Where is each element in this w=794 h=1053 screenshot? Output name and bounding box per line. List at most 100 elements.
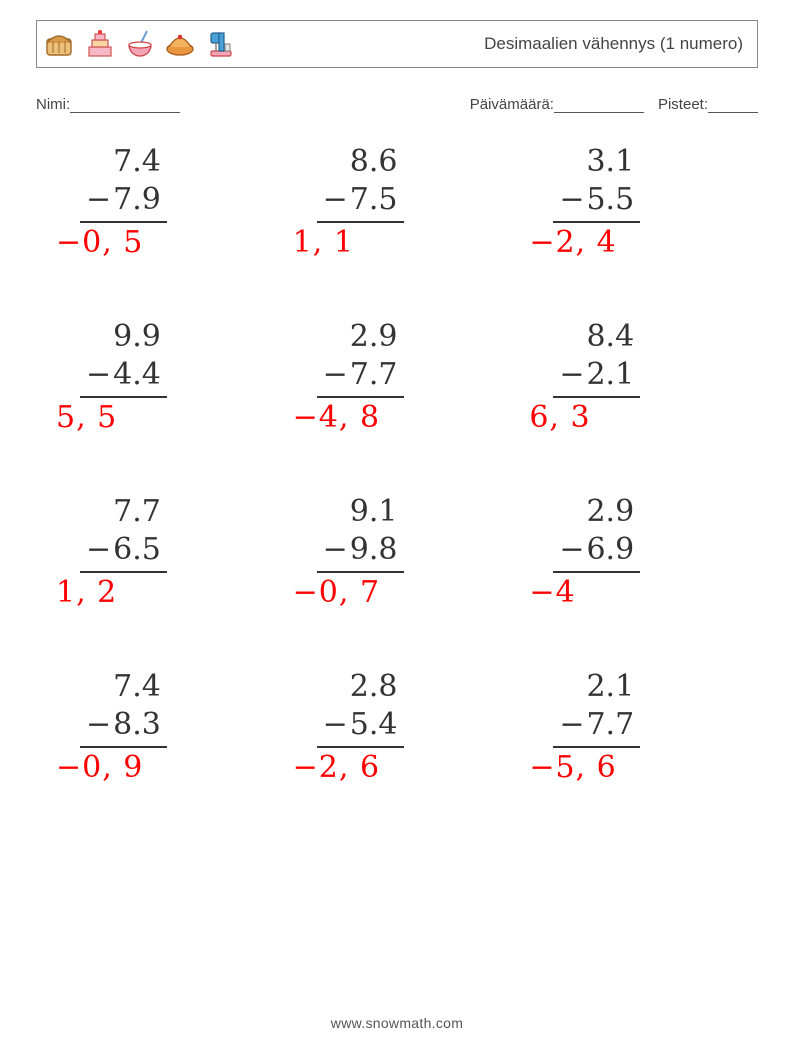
date-field: Päivämäärä:: [470, 96, 644, 113]
minuend: 8.4: [553, 318, 640, 356]
worksheet-title: Desimaalien vähennys (1 numero): [484, 34, 743, 54]
problem: 2.9−6.9−4: [535, 493, 732, 610]
subtrahend-row: −7.5: [317, 181, 404, 219]
minuend: 8.6: [317, 143, 404, 181]
rule-line: [80, 396, 167, 398]
name-label: Nimi:: [36, 96, 70, 113]
subtrahend-row: −9.8: [317, 531, 404, 569]
minus-sign: −: [323, 531, 348, 569]
rule-line: [317, 221, 404, 223]
rule-line: [553, 221, 640, 223]
score-field: Pisteet:: [658, 96, 758, 113]
problem-stack: 2.9−6.9: [553, 493, 640, 573]
subtrahend-row: −5.4: [317, 706, 404, 744]
minus-sign: −: [559, 531, 584, 569]
minuend: 7.4: [80, 668, 167, 706]
minus-sign: −: [86, 531, 111, 569]
subtrahend-row: −8.3: [80, 706, 167, 744]
problem-stack: 2.8−5.4: [317, 668, 404, 748]
subtrahend: 7.7: [586, 706, 634, 744]
answer: −0, 7: [293, 575, 380, 610]
minuend: 9.9: [80, 318, 167, 356]
minuend: 2.1: [553, 668, 640, 706]
answer: −0, 9: [56, 750, 143, 785]
minuend: 2.9: [553, 493, 640, 531]
minuend: 7.4: [80, 143, 167, 181]
subtrahend: 7.5: [350, 181, 398, 219]
rule-line: [80, 571, 167, 573]
answer: 6, 3: [529, 400, 590, 435]
mixer-icon: [203, 27, 237, 61]
name-field: Nimi:: [36, 96, 180, 113]
answer: −2, 6: [293, 750, 380, 785]
footer-url: www.snowmath.com: [0, 1015, 794, 1031]
cake-icon: [83, 27, 117, 61]
date-label: Päivämäärä:: [470, 96, 554, 113]
rule-line: [553, 746, 640, 748]
subtrahend: 7.9: [113, 181, 161, 219]
minus-sign: −: [86, 356, 111, 394]
answer: −5, 6: [529, 750, 616, 785]
rule-line: [553, 396, 640, 398]
answer: 1, 1: [293, 225, 354, 260]
problem-stack: 8.6−7.5: [317, 143, 404, 223]
subtrahend: 5.4: [350, 706, 398, 744]
subtrahend-row: −7.7: [317, 356, 404, 394]
score-line[interactable]: [708, 99, 758, 113]
minus-sign: −: [559, 356, 584, 394]
rule-line: [317, 571, 404, 573]
problem-stack: 7.7−6.5: [80, 493, 167, 573]
minus-sign: −: [559, 706, 584, 744]
rule-line: [80, 746, 167, 748]
problem: 7.4−7.9−0, 5: [62, 143, 259, 260]
name-line[interactable]: [70, 99, 180, 113]
problem-stack: 2.1−7.7: [553, 668, 640, 748]
problem-stack: 8.4−2.1: [553, 318, 640, 398]
answer: −4: [529, 575, 575, 610]
icon-strip: [43, 27, 237, 61]
minuend: 2.9: [317, 318, 404, 356]
score-label: Pisteet:: [658, 96, 708, 113]
problem: 7.7−6.51, 2: [62, 493, 259, 610]
answer: −0, 5: [56, 225, 143, 260]
minus-sign: −: [86, 706, 111, 744]
subtrahend-row: −7.9: [80, 181, 167, 219]
minus-sign: −: [323, 706, 348, 744]
problem-stack: 7.4−7.9: [80, 143, 167, 223]
minus-sign: −: [559, 181, 584, 219]
info-row: Nimi: Päivämäärä: Pisteet:: [36, 96, 758, 113]
subtrahend: 7.7: [350, 356, 398, 394]
problem: 7.4−8.3−0, 9: [62, 668, 259, 785]
minuend: 9.1: [317, 493, 404, 531]
problem: 8.6−7.51, 1: [299, 143, 496, 260]
problem-grid: 7.4−7.9−0, 58.6−7.51, 13.1−5.5−2, 49.9−4…: [36, 143, 758, 785]
problem-stack: 9.9−4.4: [80, 318, 167, 398]
subtrahend: 2.1: [586, 356, 634, 394]
minus-sign: −: [86, 181, 111, 219]
subtrahend-row: −5.5: [553, 181, 640, 219]
minus-sign: −: [323, 181, 348, 219]
problem: 2.8−5.4−2, 6: [299, 668, 496, 785]
bread-icon: [43, 27, 77, 61]
problem: 9.9−4.45, 5: [62, 318, 259, 435]
subtrahend: 6.5: [113, 531, 161, 569]
answer: 1, 2: [56, 575, 117, 610]
problem: 2.9−7.7−4, 8: [299, 318, 496, 435]
date-line[interactable]: [554, 99, 644, 113]
subtrahend: 4.4: [113, 356, 161, 394]
answer: 5, 5: [56, 400, 117, 435]
problem-stack: 2.9−7.7: [317, 318, 404, 398]
pie-icon: [163, 27, 197, 61]
subtrahend-row: −7.7: [553, 706, 640, 744]
problem: 2.1−7.7−5, 6: [535, 668, 732, 785]
subtrahend: 6.9: [586, 531, 634, 569]
header: Desimaalien vähennys (1 numero): [36, 20, 758, 68]
subtrahend-row: −4.4: [80, 356, 167, 394]
answer: −4, 8: [293, 400, 380, 435]
subtrahend-row: −2.1: [553, 356, 640, 394]
minuend: 2.8: [317, 668, 404, 706]
rule-line: [317, 396, 404, 398]
minus-sign: −: [323, 356, 348, 394]
subtrahend-row: −6.5: [80, 531, 167, 569]
answer: −2, 4: [529, 225, 616, 260]
